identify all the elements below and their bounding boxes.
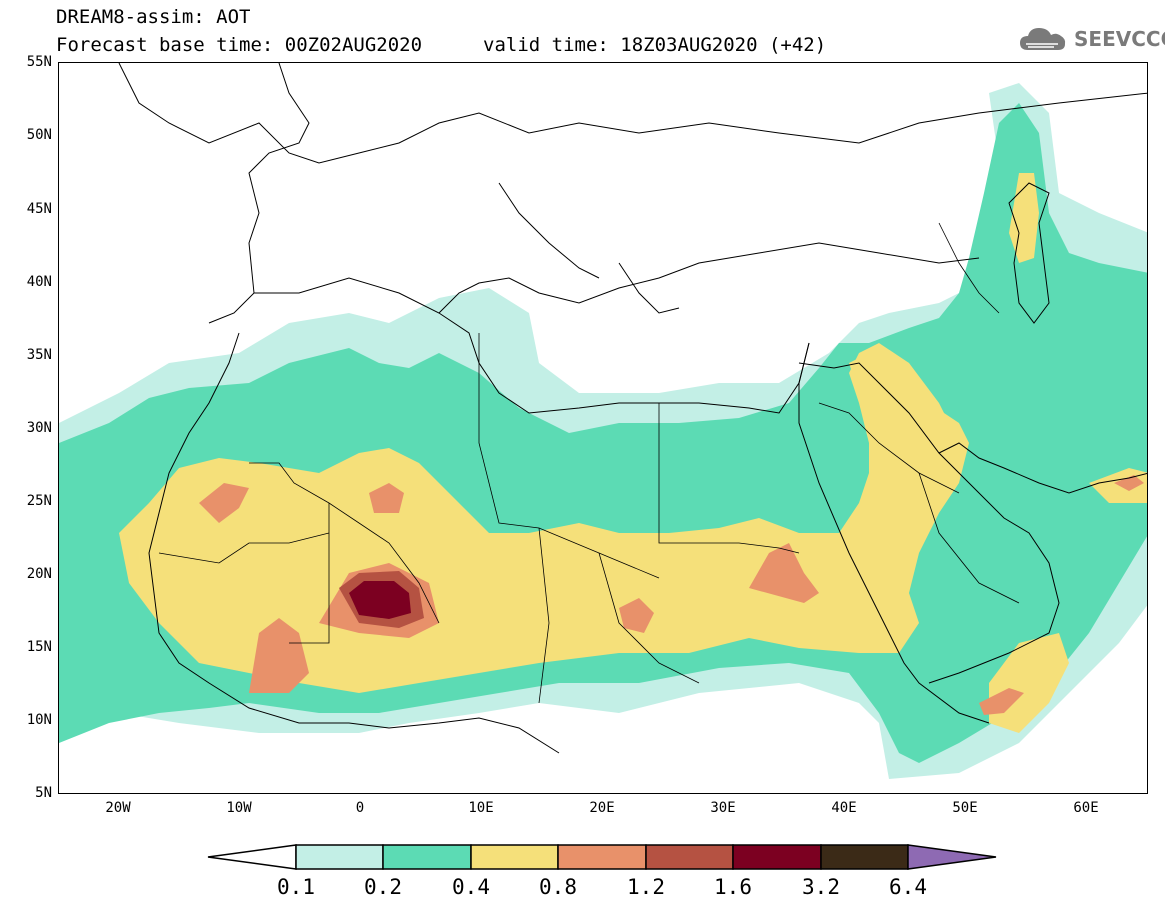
lon-label: 20E	[589, 800, 615, 816]
aot-patch-5	[619, 598, 654, 633]
lat-label: 45N	[26, 201, 52, 217]
aot-patch-3	[369, 483, 404, 513]
colorbar-label: 0.1	[277, 875, 315, 899]
colorbar-segment-0.4	[470, 844, 559, 870]
colorbar-segment-0.1	[295, 844, 384, 870]
colorbar-segment-3.2	[820, 844, 909, 870]
lat-label: 40N	[26, 274, 52, 290]
map-canvas	[59, 63, 1147, 779]
country-borders	[158, 222, 1020, 704]
aot-patch-7	[979, 688, 1024, 715]
aot-patch-8	[1114, 475, 1144, 491]
lat-label: 35N	[26, 347, 52, 363]
seevccc-logo: SEEVCCC	[1018, 24, 1165, 54]
colorbar-segment-1.6	[732, 844, 822, 870]
colorbar-label: 3.2	[802, 875, 840, 899]
logo-text: SEEVCCC	[1074, 27, 1165, 51]
lat-label: 20N	[26, 566, 52, 582]
aot-patch-iraq	[849, 348, 959, 503]
aot-patch-max	[349, 581, 411, 619]
colorbar-label: 1.6	[714, 875, 752, 899]
lon-label: 40E	[831, 800, 857, 816]
valid-time: valid time: 18Z03AUG2020 (+42)	[483, 34, 827, 56]
colorbar-label: 0.8	[539, 875, 577, 899]
colorbar-label: 0.2	[364, 875, 402, 899]
lon-label: 50E	[952, 800, 978, 816]
lon-label: 10E	[468, 800, 494, 816]
lat-label: 30N	[26, 420, 52, 436]
coastlines	[118, 63, 1147, 754]
lat-label: 10N	[26, 712, 52, 728]
lat-label: 55N	[26, 54, 52, 70]
dust-aot-map	[58, 62, 1148, 794]
lon-label: 60E	[1073, 800, 1099, 816]
aot-patch-6	[749, 543, 819, 603]
lon-label: 10W	[226, 800, 252, 816]
lat-label: 50N	[26, 127, 52, 143]
map-title: DREAM8-assim: AOT	[56, 6, 251, 28]
lat-label: 5N	[35, 785, 52, 801]
colorbar-label: 0.4	[452, 875, 490, 899]
colorbar-label: 1.2	[627, 875, 665, 899]
lat-label: 15N	[26, 639, 52, 655]
lon-label: 20W	[105, 800, 131, 816]
aot-patch-2	[199, 483, 249, 523]
colorbar-label: 6.4	[889, 875, 927, 899]
forecast-base-time: Forecast base time: 00Z02AUG2020	[56, 34, 423, 56]
lon-label: 30E	[710, 800, 736, 816]
lon-label: 0	[355, 800, 365, 816]
lat-label: 25N	[26, 493, 52, 509]
colorbar-high-arrow	[907, 844, 997, 870]
aot-patch-1	[249, 618, 309, 693]
cloud-icon	[1020, 28, 1066, 50]
colorbar-segment-0.2	[382, 844, 472, 870]
colorbar-segment-0.8	[557, 844, 647, 870]
colorbar-low-arrow	[207, 844, 297, 870]
colorbar-segment-1.2	[645, 844, 734, 870]
